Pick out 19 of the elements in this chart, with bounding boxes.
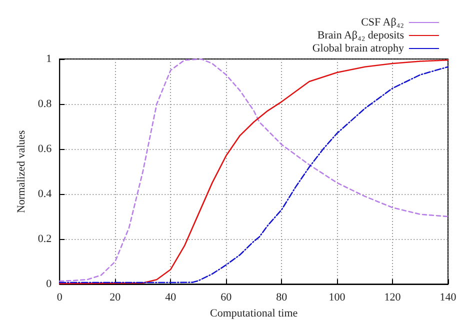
x-tick-label: 0 <box>56 292 63 304</box>
y-tick-label: 0.2 <box>38 233 52 246</box>
y-tick-label: 0 <box>46 278 52 290</box>
legend-label: Global brain atrophy <box>312 42 404 54</box>
y-tick-label: 0.4 <box>38 188 52 200</box>
y-tick-label: 0.6 <box>38 143 52 156</box>
x-tick-label: 100 <box>328 292 346 304</box>
y-tick-label: 1 <box>46 53 52 65</box>
legend-label: CSF Aβ₄₂ <box>361 16 404 28</box>
x-tick-label: 60 <box>220 292 232 304</box>
x-tick-label: 80 <box>276 292 288 304</box>
x-tick-label: 120 <box>384 292 402 304</box>
legend-label: Brain Aβ₄₂ deposits <box>317 30 404 42</box>
x-tick-label: 20 <box>110 292 122 304</box>
x-axis-title: Computational time <box>210 308 298 320</box>
y-tick-label: 0.8 <box>38 98 52 110</box>
x-tick-label: 40 <box>165 292 177 304</box>
x-tick-label: 140 <box>440 292 457 304</box>
y-axis-title: Normalized values <box>16 130 28 213</box>
